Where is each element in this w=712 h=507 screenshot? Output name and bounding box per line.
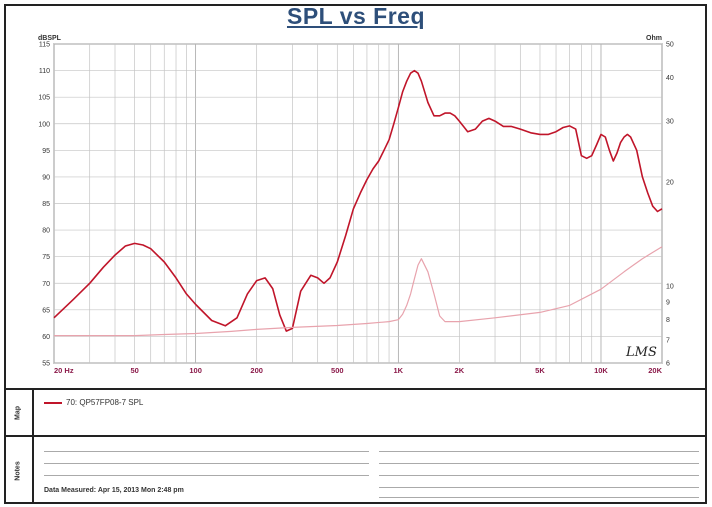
y2-tick-label: 7: [666, 337, 670, 344]
legend-swatch: [44, 401, 62, 404]
series-layer: [53, 69, 663, 337]
x-tick-label: 20K: [648, 366, 662, 375]
y-tick-label: 60: [42, 334, 50, 341]
legend-entry: 70: QP57FP08-7 SPL: [44, 398, 143, 407]
x-tick-label: 10K: [594, 366, 608, 375]
notes-label-cell: Notes: [4, 437, 34, 504]
y2-tick-label: 8: [666, 317, 670, 324]
y-tick-label: 80: [42, 228, 50, 235]
y-axis-left-unit: dBSPL: [38, 35, 62, 42]
x-tick-label: 5K: [535, 366, 545, 375]
impedance-series-line: [54, 246, 663, 337]
notes-panel: Notes Data Measured: Apr 15, 2013 Mon 2:…: [4, 435, 707, 504]
notes-label: Notes: [14, 460, 22, 481]
note-line: [379, 487, 699, 488]
y-tick-label: 110: [39, 68, 50, 75]
x-tick-label: 200: [250, 366, 263, 375]
legend-text: 70: QP57FP08-7 SPL: [66, 398, 144, 407]
axis-ticks: 115 110 105 100 95 90 85 80 75 70 65 60 55 50 40 30 20 10…: [38, 42, 674, 376]
y-tick-label: 105: [38, 95, 50, 102]
x-tick-label: 500: [331, 366, 344, 375]
map-label-cell: Map: [4, 390, 34, 435]
y-tick-label: 85: [42, 201, 50, 208]
note-line: [379, 463, 699, 464]
y2-tick-label: 50: [666, 42, 674, 49]
x-tick-label: 1K: [394, 366, 404, 375]
grid: [53, 43, 663, 364]
x-tick-label: 2K: [455, 366, 465, 375]
y-tick-label: 90: [42, 174, 50, 181]
note-line: [44, 463, 369, 464]
plot-area: 115 110 105 100 95 90 85 80 75 70 65 60 55 50 40 30 20 10…: [38, 35, 674, 376]
x-tick-label: 20 Hz: [54, 366, 74, 375]
x-tick-label: 50: [130, 366, 138, 375]
y2-tick-label: 20: [666, 179, 674, 186]
note-line: [44, 451, 369, 452]
y-tick-label: 75: [42, 254, 50, 261]
note-line: [379, 451, 699, 452]
y2-tick-label: 6: [666, 361, 670, 368]
lms-watermark: LMS: [625, 345, 657, 360]
map-panel: Map 70: QP57FP08-7 SPL: [4, 388, 707, 435]
y-tick-label: 100: [38, 121, 50, 128]
y2-tick-label: 30: [666, 118, 674, 125]
map-label: Map: [14, 405, 22, 420]
note-line: [44, 475, 369, 476]
y-tick-label: 95: [42, 148, 50, 155]
y-tick-label: 70: [42, 281, 50, 288]
note-line: [379, 497, 699, 498]
y-tick-label: 115: [39, 42, 50, 49]
y2-tick-label: 10: [666, 284, 674, 291]
note-line: [379, 475, 699, 476]
y-axis-right-unit: Ohm: [646, 35, 662, 42]
y-tick-label: 65: [42, 307, 50, 314]
spl-series-line: [53, 69, 663, 332]
y2-tick-label: 40: [666, 75, 674, 82]
measured-date: Data Measured: Apr 15, 2013 Mon 2:48 pm: [44, 487, 184, 494]
y-tick-label: 55: [42, 361, 50, 368]
y2-tick-label: 9: [666, 299, 670, 306]
x-tick-label: 100: [189, 366, 202, 375]
chart-title: SPL vs Freq: [286, 3, 426, 29]
